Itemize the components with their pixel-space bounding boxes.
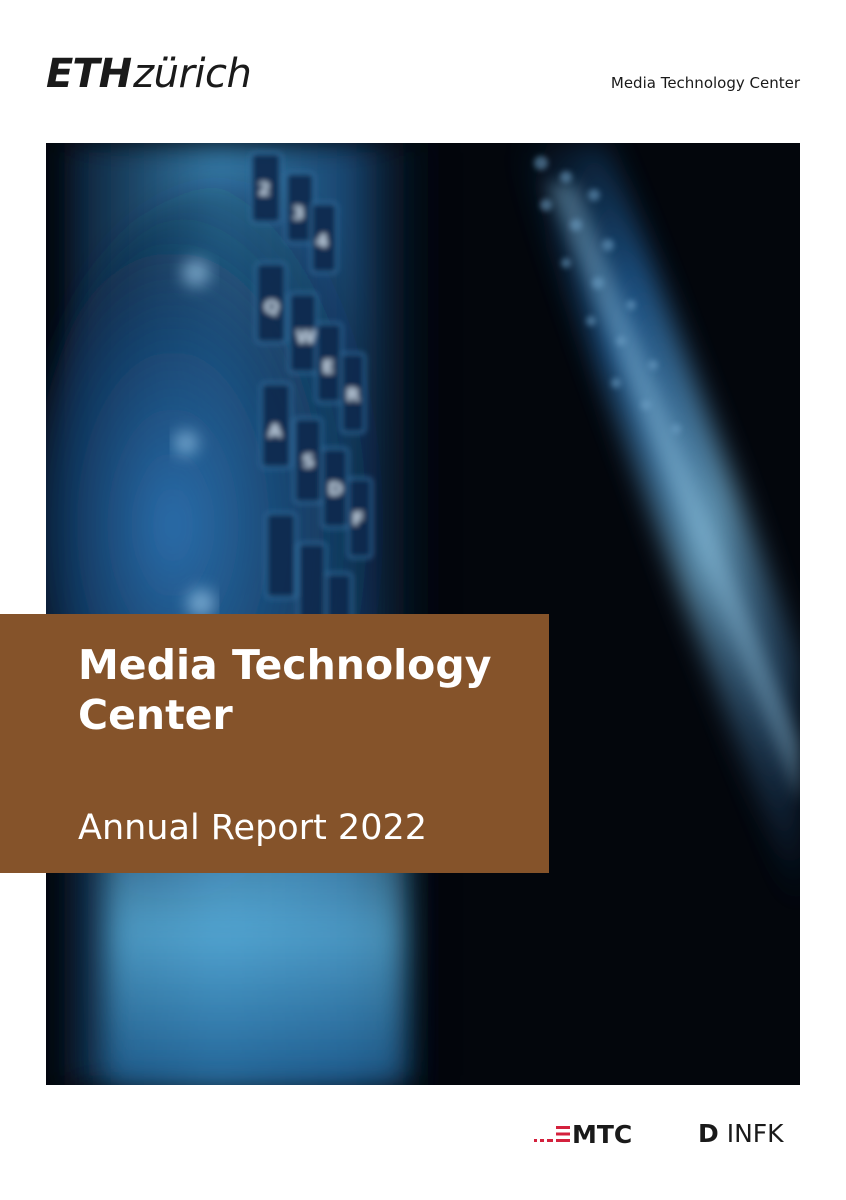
svg-text:2: 2 bbox=[258, 179, 271, 200]
dinfk-logo: D INFK bbox=[698, 1119, 784, 1148]
dinfk-logo-text: INFK bbox=[726, 1119, 784, 1148]
svg-text:F: F bbox=[352, 509, 364, 530]
svg-text:A: A bbox=[268, 421, 282, 442]
cover-subtitle: Annual Report 2022 bbox=[78, 808, 428, 848]
dinfk-logo-d: D bbox=[698, 1119, 719, 1148]
header-department: Media Technology Center bbox=[610, 74, 800, 92]
svg-text:R: R bbox=[346, 385, 360, 406]
svg-text:W: W bbox=[296, 327, 316, 348]
svg-text:3: 3 bbox=[292, 203, 305, 224]
svg-text:E: E bbox=[322, 357, 334, 378]
svg-text:S: S bbox=[302, 451, 315, 472]
mtc-logo: MTC bbox=[534, 1119, 633, 1149]
eth-zurich-logo: ETHzürich bbox=[46, 50, 252, 98]
eth-logo-text: ETH bbox=[46, 51, 132, 97]
svg-text:4: 4 bbox=[316, 231, 329, 252]
zurich-logo-text: zürich bbox=[133, 51, 252, 97]
title-panel bbox=[0, 614, 549, 873]
mtc-logo-marks-icon bbox=[534, 1126, 570, 1142]
svg-text:Q: Q bbox=[264, 297, 279, 318]
svg-text:D: D bbox=[328, 479, 343, 500]
cover-title: Media Technology Center bbox=[78, 641, 492, 739]
mtc-logo-text: MTC bbox=[572, 1119, 633, 1149]
